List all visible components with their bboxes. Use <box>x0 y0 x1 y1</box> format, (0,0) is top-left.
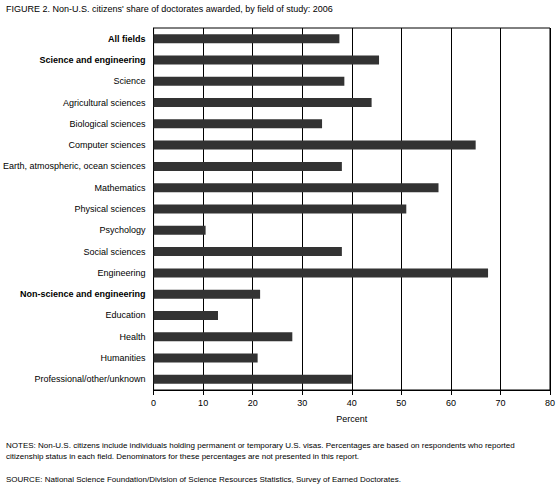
svg-text:Agricultural sciences: Agricultural sciences <box>63 98 146 108</box>
svg-text:Non-science and engineering: Non-science and engineering <box>20 289 146 299</box>
svg-text:80: 80 <box>545 398 555 408</box>
svg-text:Biological sciences: Biological sciences <box>70 119 147 129</box>
svg-text:60: 60 <box>446 398 456 408</box>
svg-text:Mathematics: Mathematics <box>95 183 147 193</box>
svg-text:40: 40 <box>347 398 357 408</box>
svg-text:Health: Health <box>120 332 146 342</box>
html-text:SOURCE: National Science Found: SOURCE: National Science Foundation/Divi… <box>6 475 401 484</box>
svg-text:70: 70 <box>495 398 505 408</box>
svg-text:All fields: All fields <box>108 34 146 44</box>
svg-text:50: 50 <box>396 398 406 408</box>
svg-text:Science: Science <box>114 76 146 86</box>
svg-text:20: 20 <box>248 398 258 408</box>
svg-text:Science and engineering: Science and engineering <box>40 55 146 65</box>
svg-text:0: 0 <box>151 398 156 408</box>
svg-text:Percent: Percent <box>336 414 368 424</box>
svg-text:Physical sciences: Physical sciences <box>75 204 147 214</box>
svg-text:Social sciences: Social sciences <box>84 247 147 257</box>
svg-text:Psychology: Psychology <box>100 225 147 235</box>
html-text:FIGURE 2. Non-U.S. citizens' s: FIGURE 2. Non-U.S. citizens' share of do… <box>6 4 333 14</box>
svg-text:Professional/other/unknown: Professional/other/unknown <box>34 374 145 384</box>
svg-text:30: 30 <box>297 398 307 408</box>
svg-text:Education: Education <box>106 310 146 320</box>
svg-text:Humanities: Humanities <box>101 353 147 363</box>
svg-text:Computer sciences: Computer sciences <box>69 140 147 150</box>
html-text:NOTES: Non-U.S. citizens inclu: NOTES: Non-U.S. citizens include individ… <box>6 441 515 461</box>
svg-text:Engineering: Engineering <box>98 268 146 278</box>
svg-text:10: 10 <box>198 398 208 408</box>
svg-text:Earth, atmospheric, ocean scie: Earth, atmospheric, ocean sciences <box>3 161 146 171</box>
